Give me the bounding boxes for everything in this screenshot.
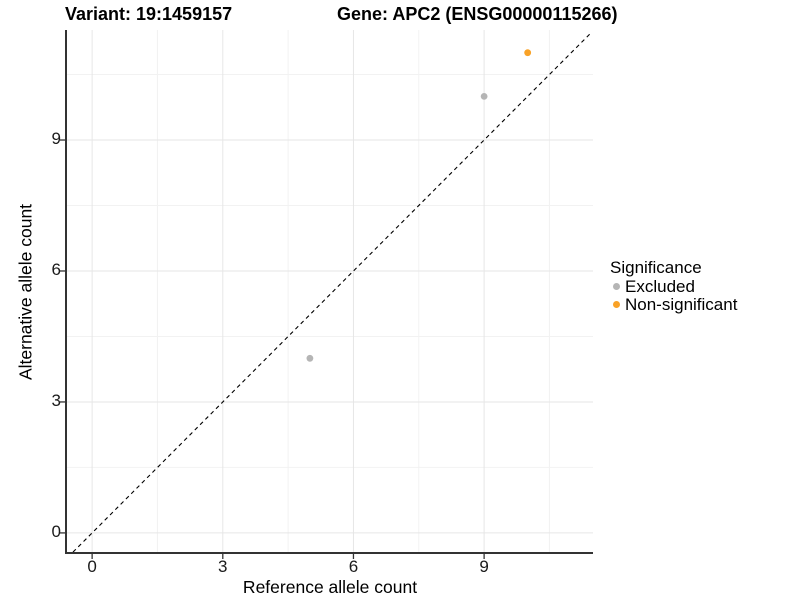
x-tick-label: 0 — [87, 557, 97, 576]
legend-item: Non-significant — [610, 294, 795, 314]
identity-dashed-line — [72, 32, 592, 553]
x-axis-title: Reference allele count — [242, 577, 418, 597]
x-tick-label: 9 — [479, 557, 489, 576]
data-point-excluded — [306, 354, 314, 362]
legend: Significance Excluded Non-significant — [610, 258, 795, 313]
legend-title: Significance — [610, 258, 702, 277]
legend-item: Excluded — [610, 278, 795, 296]
y-tick-label: 0 — [51, 521, 61, 541]
legend-label: Excluded — [625, 277, 695, 296]
y-tick-label: 6 — [51, 259, 61, 279]
legend-label: Non-significant — [625, 294, 738, 314]
data-point-non-significant — [524, 49, 532, 57]
legend-dot-icon — [613, 283, 620, 291]
y-tick-label: 3 — [51, 390, 61, 410]
data-point-excluded — [480, 92, 488, 100]
gene-title: Gene: APC2 (ENSG00000115266) — [337, 4, 618, 24]
y-tick-label: 9 — [51, 129, 61, 148]
legend-dot-icon — [613, 300, 620, 308]
x-tick-label: 3 — [218, 557, 228, 576]
x-tick-label: 6 — [348, 557, 359, 576]
plot-panel — [60, 30, 593, 559]
y-axis-title: Alternative allele count — [15, 203, 36, 381]
legend-items: Excluded Non-significant — [610, 278, 795, 313]
variant-title: Variant: 19:1459157 — [65, 4, 233, 24]
